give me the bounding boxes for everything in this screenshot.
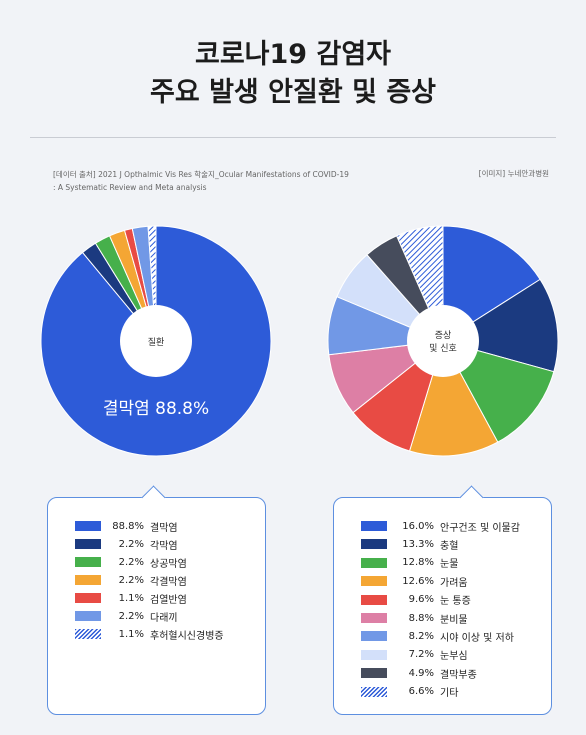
legend-percent: 7.2% xyxy=(408,649,434,661)
symptom-pie-slice xyxy=(442,340,555,443)
legend-percent: 1.1% xyxy=(118,592,144,604)
legend-label: 검열반염 xyxy=(150,594,187,606)
legend-item: 13.3% 충혈 xyxy=(361,537,459,552)
symptom-pie-slice xyxy=(442,225,541,342)
legend-swatch xyxy=(361,613,387,623)
legend-item: 4.9% 결막부종 xyxy=(361,666,477,681)
legend-item: 2.2% 다래끼 xyxy=(75,609,178,624)
legend-swatch xyxy=(361,594,387,605)
legend-label: 결막부종 xyxy=(440,669,477,681)
legend-label: 분비물 xyxy=(440,614,468,626)
legend-swatch xyxy=(75,539,101,549)
legend-item: 1.1% 검열반염 xyxy=(75,591,187,606)
legend-item: 12.6% 가려움 xyxy=(361,574,468,589)
legend-item: 12.8% 눈물 xyxy=(361,556,458,570)
legend-swatch xyxy=(75,629,101,639)
legend-percent: 8.2% xyxy=(408,630,434,642)
legend-swatch xyxy=(361,521,387,531)
legend-item: 8.8% 분비물 xyxy=(361,611,468,626)
legend-percent: 13.3% xyxy=(402,538,434,550)
legend-label: 다래끼 xyxy=(150,612,178,624)
legend-item: 2.2% 상공막염 xyxy=(75,555,187,570)
legend-swatch xyxy=(361,576,387,587)
divider xyxy=(30,137,556,138)
symptom-pie-center-label-2: 및 신호 xyxy=(429,342,457,354)
legend-swatch xyxy=(361,668,387,679)
legend-item: 9.6% 눈 통증 xyxy=(361,593,471,607)
legend-item: 8.2% 시야 이상 및 저하 xyxy=(361,629,514,644)
legend-label: 결막염 xyxy=(150,522,178,534)
legend-percent: 6.6% xyxy=(408,686,434,698)
legend-label: 눈물 xyxy=(440,559,459,571)
legend-swatch xyxy=(75,521,101,531)
disease-legend-box: 88.8% 결막염 2.2% 각막염 2.2% 상공막염 2.2% 각결막염 1.1% 검열반염 2… xyxy=(47,485,266,715)
legend-label: 후허혈시신경병증 xyxy=(150,630,224,642)
disease-pie-annotation: 결막염 88.8% xyxy=(103,399,209,419)
page-title-line-2: 주요 발생 안질환 및 증상 xyxy=(150,77,436,108)
legend-item: 1.1% 후허혈시신경병증 xyxy=(75,627,224,642)
legend-swatch xyxy=(75,575,101,585)
legend-percent: 4.9% xyxy=(408,667,434,679)
legend-percent: 88.8% xyxy=(112,520,144,532)
legend-item: 88.8% 결막염 xyxy=(75,519,178,534)
legend-label: 가려움 xyxy=(440,577,468,589)
legend-label: 각결막염 xyxy=(150,576,187,588)
legend-label: 시야 이상 및 저하 xyxy=(440,632,514,644)
page-title-line-1: 코로나19 감염자 xyxy=(194,39,391,70)
legend-item: 6.6% 기타 xyxy=(361,685,458,699)
legend-percent: 8.8% xyxy=(408,612,434,624)
legend-swatch xyxy=(75,557,101,567)
symptom-pie-center xyxy=(407,305,479,377)
legend-item: 7.2% 눈부심 xyxy=(361,648,468,662)
legend-swatch xyxy=(361,686,387,697)
legend-item: 2.2% 각결막염 xyxy=(75,573,187,588)
symptom-legend-box: 16.0% 안구건조 및 이물감 13.3% 충혈 12.8% 눈물 12.6% 가려움 9.6… xyxy=(333,485,552,715)
image-credit: [이미지] 누네안과병원 xyxy=(478,169,549,178)
legend-percent: 12.6% xyxy=(402,575,434,587)
data-source-line-1: [데이터 출처] 2021 J Opthalmic Vis Res 학술지_Oc… xyxy=(53,170,349,179)
legend-item: 2.2% 각막염 xyxy=(75,537,178,552)
legend-percent: 12.8% xyxy=(402,557,434,569)
legend-percent: 16.0% xyxy=(402,520,434,532)
legend-item: 16.0% 안구건조 및 이물감 xyxy=(361,519,520,534)
legend-label: 충혈 xyxy=(440,540,459,552)
legend-swatch xyxy=(361,649,387,660)
disease-pie-center xyxy=(120,305,192,377)
legend-swatch xyxy=(361,557,387,568)
symptom-pie-slice xyxy=(408,339,499,457)
legend-percent: 2.2% xyxy=(118,574,144,586)
legend-label: 안구건조 및 이물감 xyxy=(440,522,520,534)
legend-label: 눈 통증 xyxy=(440,596,471,608)
legend-swatch xyxy=(75,593,101,603)
legend-swatch xyxy=(361,539,387,550)
legend-percent: 2.2% xyxy=(118,538,144,550)
disease-pie-center-label: 질환 xyxy=(148,336,165,348)
legend-swatch xyxy=(75,611,101,621)
legend-percent: 2.2% xyxy=(118,556,144,568)
legend-label: 눈부심 xyxy=(440,651,468,663)
legend-swatch xyxy=(361,631,387,642)
legend-label: 상공막염 xyxy=(150,558,187,570)
legend-percent: 2.2% xyxy=(118,610,144,622)
data-source-line-2: : A Systematic Review and Meta analysis xyxy=(53,183,207,192)
symptom-pie-center-label-1: 증상 xyxy=(435,330,452,341)
legend-percent: 1.1% xyxy=(118,628,144,640)
legend-label: 기타 xyxy=(440,688,459,700)
legend-percent: 9.6% xyxy=(408,594,434,606)
data-source: [데이터 출처] 2021 J Opthalmic Vis Res 학술지_Oc… xyxy=(53,168,413,194)
legend-label: 각막염 xyxy=(150,540,178,552)
